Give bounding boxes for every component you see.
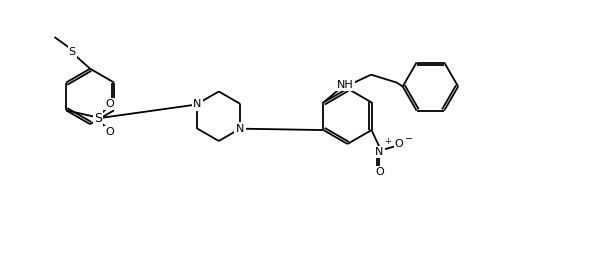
Text: N: N [236, 124, 244, 134]
Text: O: O [105, 127, 114, 137]
Text: −: − [405, 134, 413, 144]
Text: NH: NH [337, 80, 353, 90]
Text: O: O [375, 167, 384, 177]
Text: +: + [384, 137, 391, 146]
Text: O: O [105, 99, 114, 109]
Text: S: S [94, 112, 102, 125]
Text: O: O [395, 139, 403, 149]
Text: N: N [375, 147, 384, 157]
Text: N: N [193, 99, 201, 109]
Text: S: S [69, 47, 76, 57]
